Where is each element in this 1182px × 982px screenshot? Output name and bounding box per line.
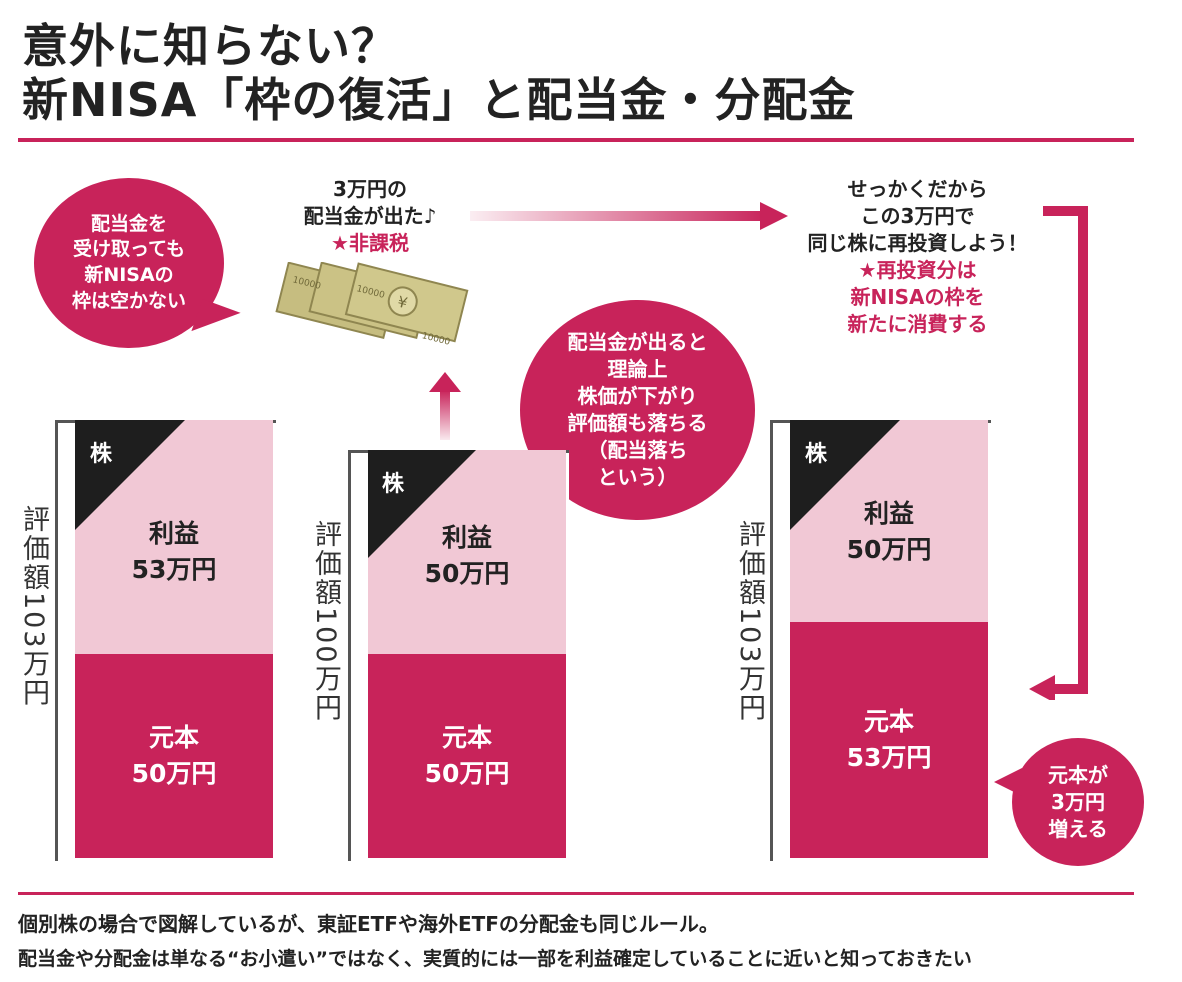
valuation-label-2: 評価額100万円 <box>310 520 341 723</box>
bracket-arrow-icon <box>1029 206 1088 700</box>
principal-label-2: 元本 50万円 <box>424 723 510 789</box>
bottom-divider <box>18 892 1134 895</box>
footer-note-1: 個別株の場合で図解しているが、東証ETFや海外ETFの分配金も同じルール。 <box>18 912 719 936</box>
reinvest-caption: せっかくだから この3万円で 同じ株に再投資しよう！ ★再投資分は 新NISAの… <box>807 177 1028 336</box>
page-title-line2: 新NISA「枠の復活」と配当金・分配金 <box>22 73 856 127</box>
stock-label-3: 株 <box>805 442 828 467</box>
right-arrow-icon <box>470 202 788 230</box>
top-divider <box>18 138 1134 142</box>
banknotes-illustration: ¥ 10000 10000 10000 <box>275 262 469 348</box>
bubble-bottom-right-tail <box>994 768 1022 796</box>
profit-label-1: 利益 53万円 <box>131 519 217 585</box>
stock-label-1: 株 <box>90 442 113 467</box>
principal-segment-1 <box>75 654 273 858</box>
bubble-principal-increase: 元本が 3万円 増える <box>1012 738 1144 866</box>
valuation-label-1: 評価額103万円 <box>18 505 49 708</box>
stock-corner-2 <box>368 450 476 558</box>
svg-text:¥: ¥ <box>396 293 410 313</box>
dividend-caption: 3万円の 配当金が出た♪ ★非課税 <box>303 177 437 255</box>
principal-label-1: 元本 50万円 <box>131 723 217 789</box>
footer-note-2: 配当金や分配金は単なる“お小遣い”ではなく、実質的には一部を利益確定していること… <box>18 948 972 970</box>
profit-label-2: 利益 50万円 <box>424 523 510 589</box>
valuation-label-3: 評価額103万円 <box>734 520 765 723</box>
bubble-no-quota-reset: 配当金を 受け取っても 新NISAの 枠は空かない <box>34 178 224 348</box>
principal-segment-3 <box>790 622 988 858</box>
stock-label-2: 株 <box>382 472 405 497</box>
page-title-line1: 意外に知らない？ <box>22 19 398 73</box>
principal-label-3: 元本 53万円 <box>846 707 932 773</box>
up-arrow-icon <box>429 372 461 440</box>
stock-corner-3 <box>790 420 900 530</box>
stock-corner-1 <box>75 420 185 530</box>
principal-segment-2 <box>368 654 566 858</box>
profit-label-3: 利益 50万円 <box>846 499 932 565</box>
